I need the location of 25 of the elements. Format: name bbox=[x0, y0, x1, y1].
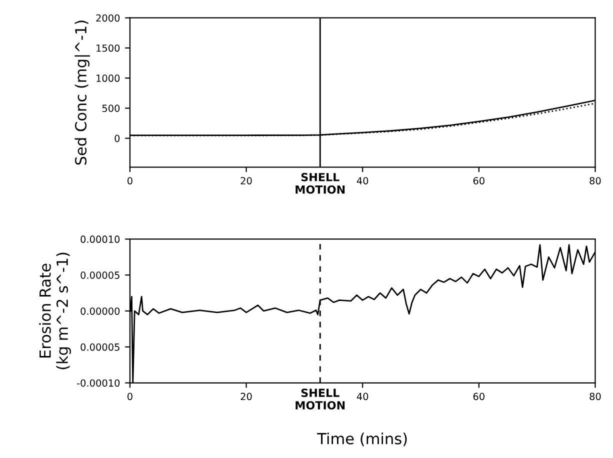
y-tick-label: 1000 bbox=[96, 74, 120, 82]
y-tick-label: 2000 bbox=[96, 14, 120, 22]
x-tick-label: 20 bbox=[240, 392, 252, 400]
y-tick-label: 0.00000 bbox=[80, 307, 120, 315]
ref-line-label: SHELL MOTION bbox=[296, 388, 345, 410]
x-tick-label: 40 bbox=[356, 392, 368, 400]
ref-line-label: SHELL MOTION bbox=[296, 172, 345, 194]
y-tick-label: 0.00005 bbox=[80, 272, 120, 279]
x-tick-label: 80 bbox=[590, 177, 601, 184]
x-tick-label: 60 bbox=[473, 392, 484, 400]
x-tick-label: 0 bbox=[128, 392, 132, 400]
y-tick-label: 0 bbox=[114, 134, 120, 142]
y-tick-label: 500 bbox=[102, 104, 120, 112]
x-tick-label: 40 bbox=[356, 177, 368, 184]
x-tick-label: 20 bbox=[240, 177, 252, 184]
y-tick-label: -0.00010 bbox=[76, 379, 120, 387]
y-tick-label: 0.00010 bbox=[80, 236, 120, 243]
y-tick-label: 1500 bbox=[96, 44, 120, 52]
y-tick-label: 0.00005 bbox=[80, 343, 120, 351]
x-axis-title: Time (mins) bbox=[317, 432, 407, 446]
x-tick-label: 80 bbox=[590, 392, 601, 400]
y-axis-title: Erosion Rate (kg m^-2 s^-1) bbox=[39, 252, 71, 370]
x-tick-label: 0 bbox=[128, 177, 132, 184]
x-tick-label: 60 bbox=[473, 177, 484, 184]
y-axis-title: Sed Conc (mg|^-1) bbox=[74, 20, 90, 165]
